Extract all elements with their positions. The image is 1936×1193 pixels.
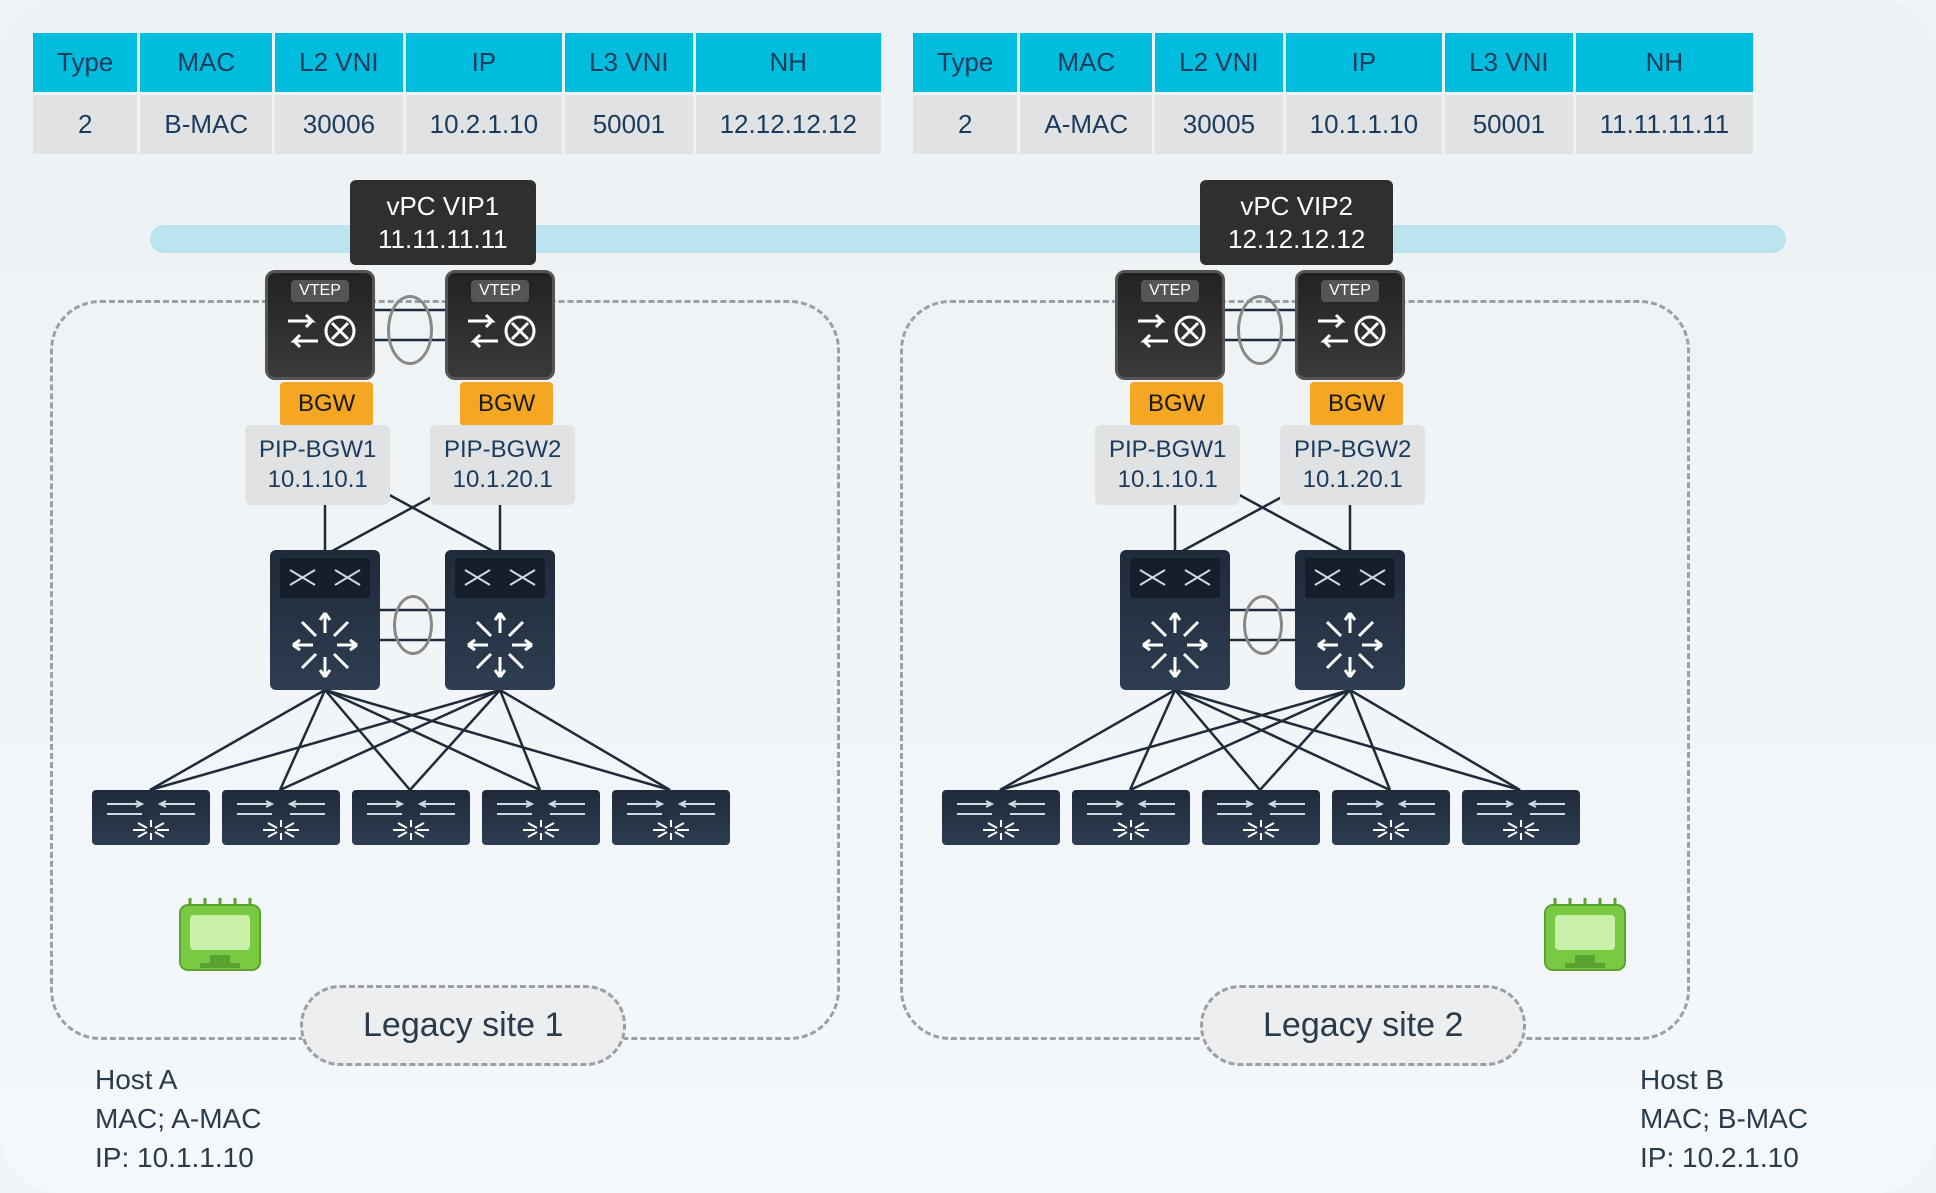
switch-icon	[460, 306, 540, 356]
diagram-root: Type MAC L2 VNI IP L3 VNI NH 2 B-MAC 300…	[0, 0, 1936, 1193]
leaf-switch	[352, 790, 470, 845]
switch-icon	[1130, 306, 1210, 356]
td: 10.1.1.10	[1286, 95, 1442, 154]
pip2-s2: PIP-BGW2 10.1.20.1	[1280, 425, 1425, 505]
host-b-icon	[1540, 890, 1630, 980]
leaf-switch	[92, 790, 210, 845]
pip-label: PIP-BGW2	[1294, 436, 1411, 463]
spine-s2-left	[1120, 550, 1230, 690]
vip1-ip: 11.11.11.11	[378, 224, 508, 254]
td: 2	[33, 95, 137, 154]
site2-label: Legacy site 2	[1200, 985, 1526, 1066]
td: B-MAC	[140, 95, 272, 154]
th: NH	[1576, 33, 1754, 92]
host-ip: IP: 10.2.1.10	[1640, 1142, 1799, 1173]
th: L2 VNI	[1155, 33, 1283, 92]
pip-label: PIP-BGW1	[1109, 436, 1226, 463]
bgw-tag-s2-right: BGW	[1310, 382, 1403, 426]
host-mac: MAC; B-MAC	[1640, 1103, 1808, 1134]
vtep-s1-right: VTEP	[445, 270, 555, 380]
leaf-switch	[1072, 790, 1190, 845]
vpc-ellipse-icon	[1237, 295, 1283, 365]
td: 10.2.1.10	[406, 95, 562, 154]
host-a-info: Host A MAC; A-MAC IP: 10.1.1.10	[95, 1060, 261, 1178]
host-name: Host A	[95, 1064, 177, 1095]
vpc-ellipse-icon	[1243, 595, 1283, 655]
pip2-s1: PIP-BGW2 10.1.20.1	[430, 425, 575, 505]
switch-icon	[280, 306, 360, 356]
bgw-tag-s1-left: BGW	[280, 382, 373, 426]
pip-ip: 10.1.10.1	[268, 466, 368, 493]
vip1-name: vPC VIP1	[386, 191, 499, 221]
th: L3 VNI	[565, 33, 693, 92]
pip-ip: 10.1.20.1	[453, 466, 553, 493]
vip2-label: vPC VIP2 12.12.12.12	[1200, 180, 1393, 265]
th: L2 VNI	[275, 33, 403, 92]
spine-switch-icon	[270, 550, 380, 690]
th: NH	[696, 33, 881, 92]
vtep-badge: VTEP	[471, 280, 529, 302]
leaf-switch	[222, 790, 340, 845]
td: 30006	[275, 95, 403, 154]
leaf-switch	[1332, 790, 1450, 845]
leaf-switch	[1202, 790, 1320, 845]
leaf-switch	[612, 790, 730, 845]
host-name: Host B	[1640, 1064, 1724, 1095]
vpc-ellipse-icon	[387, 295, 433, 365]
pip-label: PIP-BGW2	[444, 436, 561, 463]
spine-switch-icon	[445, 550, 555, 690]
th: IP	[1286, 33, 1442, 92]
vip2-ip: 12.12.12.12	[1228, 224, 1365, 254]
td: A-MAC	[1020, 95, 1152, 154]
td: 11.11.11.11	[1576, 95, 1754, 154]
switch-icon	[1310, 306, 1390, 356]
leaf-switch	[942, 790, 1060, 845]
vip2-name: vPC VIP2	[1240, 191, 1353, 221]
td: 30005	[1155, 95, 1283, 154]
vtep-badge: VTEP	[1321, 280, 1379, 302]
leaf-switch	[482, 790, 600, 845]
spine-s2-right	[1295, 550, 1405, 690]
host-ip: IP: 10.1.1.10	[95, 1142, 254, 1173]
host-b-info: Host B MAC; B-MAC IP: 10.2.1.10	[1640, 1060, 1808, 1178]
spine-s1-left	[270, 550, 380, 690]
vtep-s1-left: VTEP	[265, 270, 375, 380]
host-mac: MAC; A-MAC	[95, 1103, 261, 1134]
vtep-badge: VTEP	[291, 280, 349, 302]
vtep-s2-right: VTEP	[1295, 270, 1405, 380]
th: IP	[406, 33, 562, 92]
evpn-table-right: Type MAC L2 VNI IP L3 VNI NH 2 A-MAC 300…	[910, 30, 1756, 157]
bgw-tag-s2-left: BGW	[1130, 382, 1223, 426]
td: 50001	[1445, 95, 1573, 154]
td: 12.12.12.12	[696, 95, 881, 154]
th: MAC	[140, 33, 272, 92]
th: MAC	[1020, 33, 1152, 92]
vtep-s2-left: VTEP	[1115, 270, 1225, 380]
td: 50001	[565, 95, 693, 154]
pip-label: PIP-BGW1	[259, 436, 376, 463]
spine-switch-icon	[1120, 550, 1230, 690]
vtep-badge: VTEP	[1141, 280, 1199, 302]
site1-label: Legacy site 1	[300, 985, 626, 1066]
spine-s1-right	[445, 550, 555, 690]
vpc-ellipse-icon	[393, 595, 433, 655]
td: 2	[913, 95, 1017, 154]
bgw-tag-s1-right: BGW	[460, 382, 553, 426]
evpn-table-left: Type MAC L2 VNI IP L3 VNI NH 2 B-MAC 300…	[30, 30, 884, 157]
th: Type	[33, 33, 137, 92]
pip-ip: 10.1.10.1	[1118, 466, 1218, 493]
pip1-s2: PIP-BGW1 10.1.10.1	[1095, 425, 1240, 505]
spine-switch-icon	[1295, 550, 1405, 690]
leaf-switch	[1462, 790, 1580, 845]
vip1-label: vPC VIP1 11.11.11.11	[350, 180, 536, 265]
pip1-s1: PIP-BGW1 10.1.10.1	[245, 425, 390, 505]
th: Type	[913, 33, 1017, 92]
th: L3 VNI	[1445, 33, 1573, 92]
pip-ip: 10.1.20.1	[1303, 466, 1403, 493]
host-a-icon	[175, 890, 265, 980]
